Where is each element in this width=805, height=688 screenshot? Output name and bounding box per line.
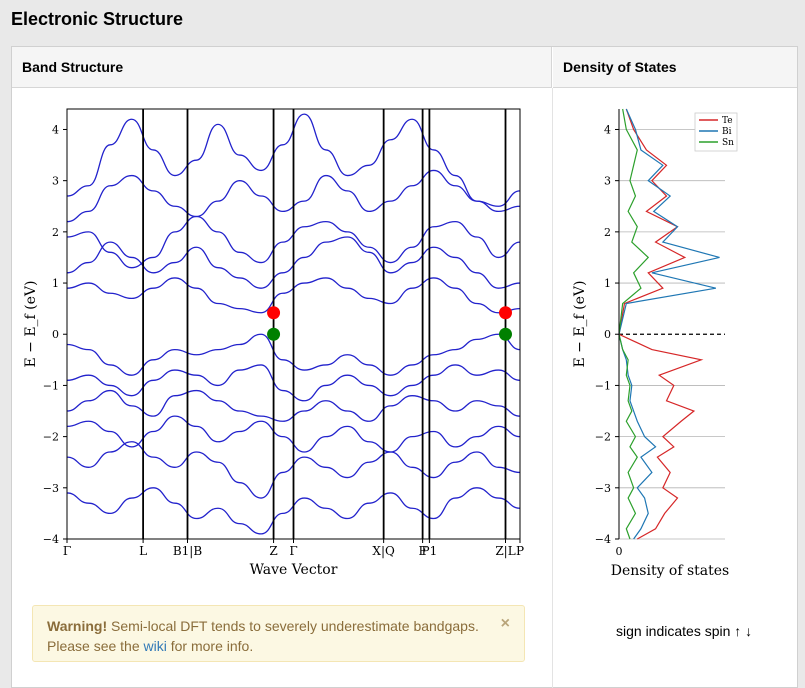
y-axis-label: E − E_f (eV) [572,280,588,367]
y-tick-label: 3 [52,175,59,188]
y-tick-label: 1 [604,277,611,290]
y-tick-label: −1 [43,379,59,392]
x-tick-label: X|Q [372,544,395,558]
cbm-marker-3 [499,306,513,320]
page-title: Electronic Structure [11,9,184,29]
warning-text-2: Please see the [47,638,144,654]
dos-header: Density of States [553,47,797,88]
close-icon[interactable]: × [500,615,510,632]
x-tick-label: B1|B [173,544,202,558]
legend-label-te: Te [722,116,733,126]
bandgap-warning: Warning! Semi-local DFT tends to severel… [32,605,525,662]
dos-series-te [618,108,704,540]
y-tick-label: −4 [595,533,611,546]
x-axis-label: Wave Vector [250,562,338,578]
x-tick-label: F [418,544,426,558]
warning-text-3: for more info. [166,638,254,654]
y-tick-label: 0 [52,328,59,341]
y-tick-label: 1 [52,277,59,290]
wiki-link[interactable]: wiki [143,638,167,654]
y-tick-label: −2 [595,431,611,444]
legend-label-sn: Sn [722,138,734,148]
dos-series-sn [618,108,650,540]
y-tick-label: −3 [43,482,59,495]
cbm-marker-1 [267,306,281,320]
y-tick-label: 4 [52,123,59,136]
x-tick-label: Z|L [495,544,515,558]
x-tick-label: P1 [422,544,438,558]
column-divider [552,88,553,688]
y-tick-label: 2 [52,226,59,239]
warning-strong: Warning! [47,618,108,634]
y-tick-label: −4 [43,533,59,546]
y-tick-label: 0 [604,328,611,341]
x-tick-label: Γ [289,544,297,558]
dos-series-bi [618,108,720,540]
y-tick-label: −2 [43,431,59,444]
y-axis-label: E − E_f (eV) [23,280,39,367]
x-axis-label: Density of states [611,563,730,579]
x-tick-label: Z [269,544,277,558]
vbm-marker-2 [267,327,281,341]
x-tick-label: P [516,544,524,558]
x-tick-label: Γ [63,544,71,558]
electronic-structure-panel: Band Structure Density of States −4 −3 −2−… [11,46,798,688]
legend-label-bi: Bi [722,127,732,137]
y-tick-label: 2 [604,226,611,239]
band-structure-header: Band Structure [12,47,552,88]
vbm-marker-4 [499,327,513,341]
x-tick-label: 0 [616,545,623,558]
y-tick-label: −3 [595,482,611,495]
spin-note: sign indicates spin ↑ ↓ [616,623,753,639]
x-tick-label: L [139,544,147,558]
y-tick-label: 4 [604,123,611,136]
y-tick-label: 3 [604,175,611,188]
warning-text: Semi-local DFT tends to severely underes… [107,618,479,634]
y-tick-label: −1 [595,379,611,392]
